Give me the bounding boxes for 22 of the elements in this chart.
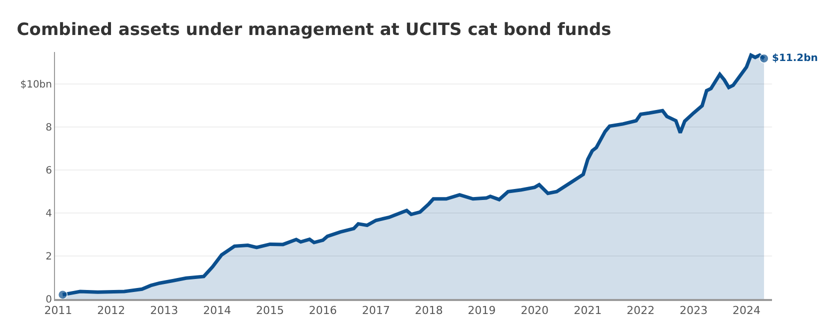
annotation: $11.2bn <box>772 53 818 64</box>
y-tick-label: 0 <box>46 294 52 306</box>
y-tick-label: 6 <box>46 166 52 177</box>
x-tick-label: 2019 <box>468 304 496 317</box>
x-tick-label: 2012 <box>97 304 126 317</box>
x-tick-label: 2018 <box>414 304 443 317</box>
x-tick-label: 2013 <box>150 304 178 317</box>
x-tick-label: 2022 <box>626 304 655 317</box>
chart-title: Combined assets under management at UCITS cat bond funds <box>16 20 612 40</box>
x-tick-label: 2017 <box>362 304 390 317</box>
y-tick-label: 2 <box>46 252 52 263</box>
y-tick-label: 4 <box>46 208 52 220</box>
x-tick-label: 2020 <box>520 304 549 317</box>
y-tick-label: $10bn <box>20 80 52 91</box>
x-tick-label: 2021 <box>574 304 602 317</box>
x-tick-label: 2014 <box>203 304 232 317</box>
x-tick-label: 2011 <box>44 304 72 317</box>
y-tick-label: 8 <box>46 122 52 134</box>
x-tick-label: 2015 <box>256 304 284 317</box>
x-tick-label: 2016 <box>308 304 337 317</box>
x-tick-label: 2024 <box>732 304 760 317</box>
x-tick-label: 2023 <box>680 304 708 317</box>
